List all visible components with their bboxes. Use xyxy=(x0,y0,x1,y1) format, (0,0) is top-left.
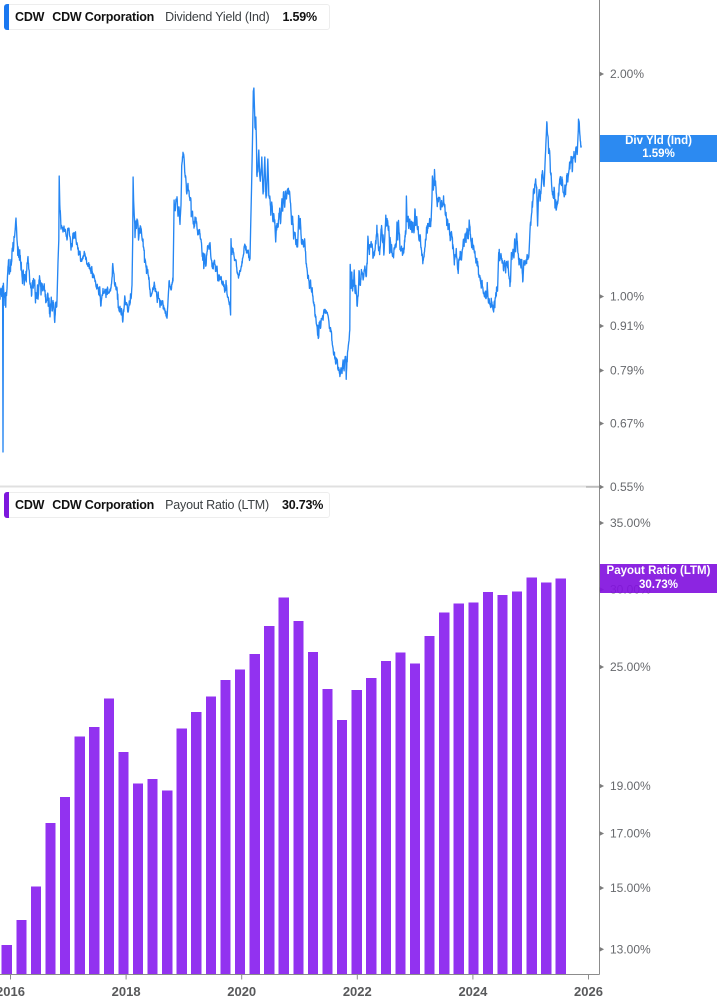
svg-text:0.67%: 0.67% xyxy=(610,417,644,431)
svg-text:2020: 2020 xyxy=(227,984,256,999)
svg-text:17.00%: 17.00% xyxy=(610,827,651,841)
svg-text:2024: 2024 xyxy=(458,984,488,999)
svg-text:2026: 2026 xyxy=(574,984,603,999)
svg-text:0.79%: 0.79% xyxy=(610,364,644,378)
svg-text:15.00%: 15.00% xyxy=(610,881,651,895)
svg-text:0.91%: 0.91% xyxy=(610,319,644,333)
svg-text:19.00%: 19.00% xyxy=(610,779,651,793)
svg-text:2018: 2018 xyxy=(112,984,141,999)
svg-text:2022: 2022 xyxy=(343,984,372,999)
svg-text:2.00%: 2.00% xyxy=(610,67,644,81)
svg-text:25.00%: 25.00% xyxy=(610,660,651,674)
svg-text:35.00%: 35.00% xyxy=(610,516,651,530)
svg-text:13.00%: 13.00% xyxy=(610,943,651,957)
svg-text:1.00%: 1.00% xyxy=(610,290,644,304)
svg-text:2016: 2016 xyxy=(0,984,25,999)
svg-text:0.55%: 0.55% xyxy=(610,480,644,494)
